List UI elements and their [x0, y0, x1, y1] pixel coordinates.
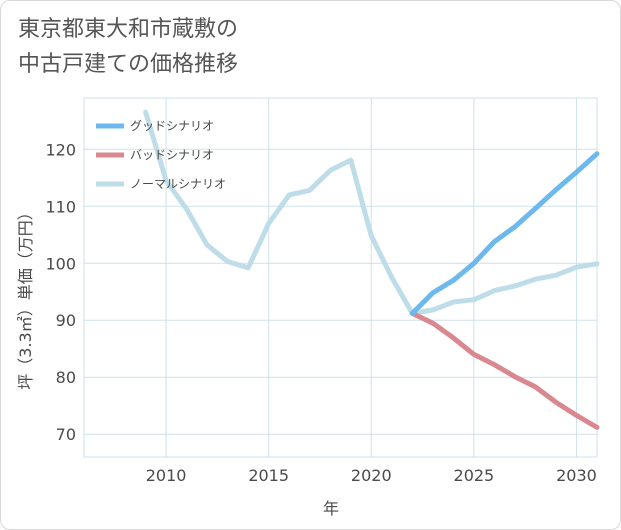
- grid: [83, 97, 598, 458]
- y-tick-label: 100: [45, 254, 76, 273]
- y-axis-title: 坪（3.3㎡）単価（万円）: [16, 204, 35, 389]
- tick-labels: 2010 2015 2020 2025 2030 70 80 90 100 110 120: [45, 140, 596, 485]
- normal-scenario-line: [143, 109, 600, 316]
- good-scenario-line: [409, 151, 600, 316]
- x-axis-title: 年: [323, 499, 339, 518]
- x-tick-label: 2030: [556, 466, 597, 485]
- chart-title-line-2: 中古戸建ての価格推移: [18, 52, 239, 77]
- bad-scenario-line: [409, 310, 600, 430]
- y-tick-label: 80: [56, 368, 76, 387]
- good-scenario-legend-label: グッドシナリオ: [130, 119, 214, 133]
- plot-area: [83, 97, 598, 458]
- y-tick-label: 90: [56, 311, 76, 330]
- bad-scenario-legend-label: バッドシナリオ: [130, 148, 214, 162]
- x-tick-label: 2020: [351, 466, 392, 485]
- x-tick-label: 2015: [248, 466, 289, 485]
- y-tick-label: 110: [45, 197, 76, 216]
- chart-title: 東京都東大和市蔵敷の 中古戸建ての価格推移: [18, 12, 238, 82]
- normal-scenario-legend-label: ノーマルシナリオ: [130, 177, 226, 191]
- series-group: [143, 109, 600, 430]
- y-tick-label: 70: [56, 425, 76, 444]
- chart-title-line-1: 東京都東大和市蔵敷の: [18, 17, 239, 42]
- x-tick-label: 2010: [146, 466, 187, 485]
- y-tick-label: 120: [45, 140, 76, 159]
- x-tick-label: 2025: [454, 466, 495, 485]
